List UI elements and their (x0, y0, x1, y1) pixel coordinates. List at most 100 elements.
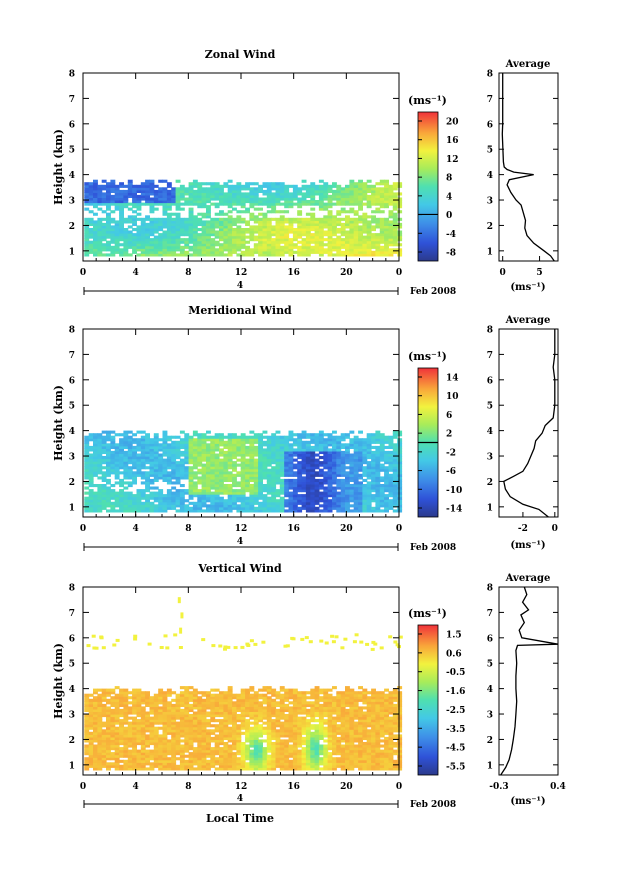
heatmap-cell (227, 711, 233, 715)
heatmap-cell (236, 440, 242, 444)
heatmap-cell (140, 235, 146, 239)
heatmap-cell (362, 202, 368, 206)
heatmap-cell (214, 194, 220, 198)
heatmap-cell (262, 501, 268, 505)
heatmap-cell (166, 747, 172, 751)
heatmap-cell (132, 235, 137, 239)
heatmap-cell (149, 217, 155, 221)
heatmap-cell (232, 759, 237, 763)
heatmap-cell (175, 476, 181, 480)
heatmap-cell (206, 250, 211, 254)
heatmap-cell (214, 253, 220, 257)
heatmap-cell (123, 698, 129, 702)
heatmap-cell (253, 463, 259, 467)
heatmap-cell (158, 473, 164, 477)
heatmap-cell (145, 739, 150, 743)
heatmap-cell (127, 481, 133, 485)
heatmap-cell (188, 468, 194, 472)
heatmap-cell (188, 484, 194, 488)
heatmap-cell (93, 222, 98, 226)
heatmap-cell (223, 711, 229, 715)
heatmap-cell (149, 200, 155, 204)
heatmap-cell (258, 504, 263, 508)
heatmap-cell (119, 189, 124, 193)
heatmap-cell (192, 759, 198, 763)
heatmap-cell (223, 724, 229, 728)
heatmap-cell (214, 744, 220, 748)
heatmap-cell (366, 179, 372, 183)
heatmap-cell (362, 501, 368, 505)
heatmap-cell (192, 484, 198, 488)
heatmap-cell (366, 184, 372, 188)
heatmap-cell (106, 228, 111, 232)
heatmap-cell (327, 433, 333, 437)
heatmap-cell (136, 466, 142, 470)
heatmap-cell (227, 450, 233, 454)
heatmap-cell (110, 736, 116, 740)
heatmap-cell (318, 248, 324, 252)
heatmap-cell (88, 726, 94, 730)
heatmap-cell (236, 499, 242, 503)
heatmap-cell (292, 230, 298, 234)
heatmap-cell (201, 484, 207, 488)
heatmap-cell (171, 481, 177, 485)
heatmap-cell (206, 192, 211, 196)
heatmap-cell (123, 461, 129, 465)
heatmap-cell (349, 253, 355, 257)
heatmap-cell (158, 217, 164, 221)
heatmap-cell (110, 754, 116, 758)
heatmap-cell (114, 731, 120, 735)
heatmap-cell (388, 494, 394, 498)
heatmap-cell (397, 200, 403, 204)
heatmap-cell (214, 225, 220, 229)
heatmap-cell (214, 693, 220, 697)
heatmap-cell (253, 238, 259, 242)
heatmap-cell (340, 501, 346, 505)
heatmap-cell (101, 430, 107, 434)
heatmap-cell (262, 215, 268, 219)
heatmap-cell (175, 749, 181, 753)
heatmap-cell (253, 225, 259, 229)
heatmap-cell (392, 445, 398, 449)
heatmap-cell (132, 433, 137, 437)
heatmap-cell (353, 187, 359, 191)
heatmap-cell (292, 466, 298, 470)
heatmap-cell (392, 184, 398, 188)
heatmap-cell (305, 506, 311, 510)
heatmap-cell (132, 217, 137, 221)
heatmap-cell (110, 235, 116, 239)
avg-y-tick-label: 3 (487, 453, 493, 463)
heatmap-cell (175, 240, 181, 244)
heatmap-cell (227, 448, 233, 452)
heatmap-cell (206, 228, 211, 232)
heatmap-cell (119, 509, 124, 513)
heatmap-cell (84, 248, 90, 252)
heatmap-cell (136, 708, 142, 712)
heatmap-cell (240, 448, 246, 452)
heatmap-cell (210, 463, 216, 467)
heatmap-cell (388, 499, 394, 503)
heatmap-cell (93, 235, 98, 239)
heatmap-cell (310, 456, 316, 460)
heatmap-cell (227, 509, 233, 513)
heatmap-cell (179, 250, 185, 254)
heatmap-cell (232, 696, 237, 700)
heatmap-cell (262, 473, 268, 477)
heatmap-cell (106, 473, 111, 477)
heatmap-cell (119, 747, 124, 751)
heatmap-cell (353, 461, 359, 465)
heatmap-cell (275, 471, 281, 475)
heatmap-cell (127, 752, 133, 756)
heatmap-cell (275, 182, 281, 186)
heatmap-cell (184, 233, 190, 237)
heatmap-cell (227, 453, 233, 457)
heatmap-cell (153, 197, 159, 201)
heatmap-cell (188, 747, 194, 751)
heatmap-cell (310, 200, 316, 204)
heatmap-cell (353, 443, 359, 447)
heatmap-cell (171, 250, 177, 254)
heatmap-cell (210, 448, 216, 452)
heatmap-cell (184, 468, 190, 472)
heatmap-cell (127, 430, 133, 434)
heatmap-cell (97, 759, 103, 763)
